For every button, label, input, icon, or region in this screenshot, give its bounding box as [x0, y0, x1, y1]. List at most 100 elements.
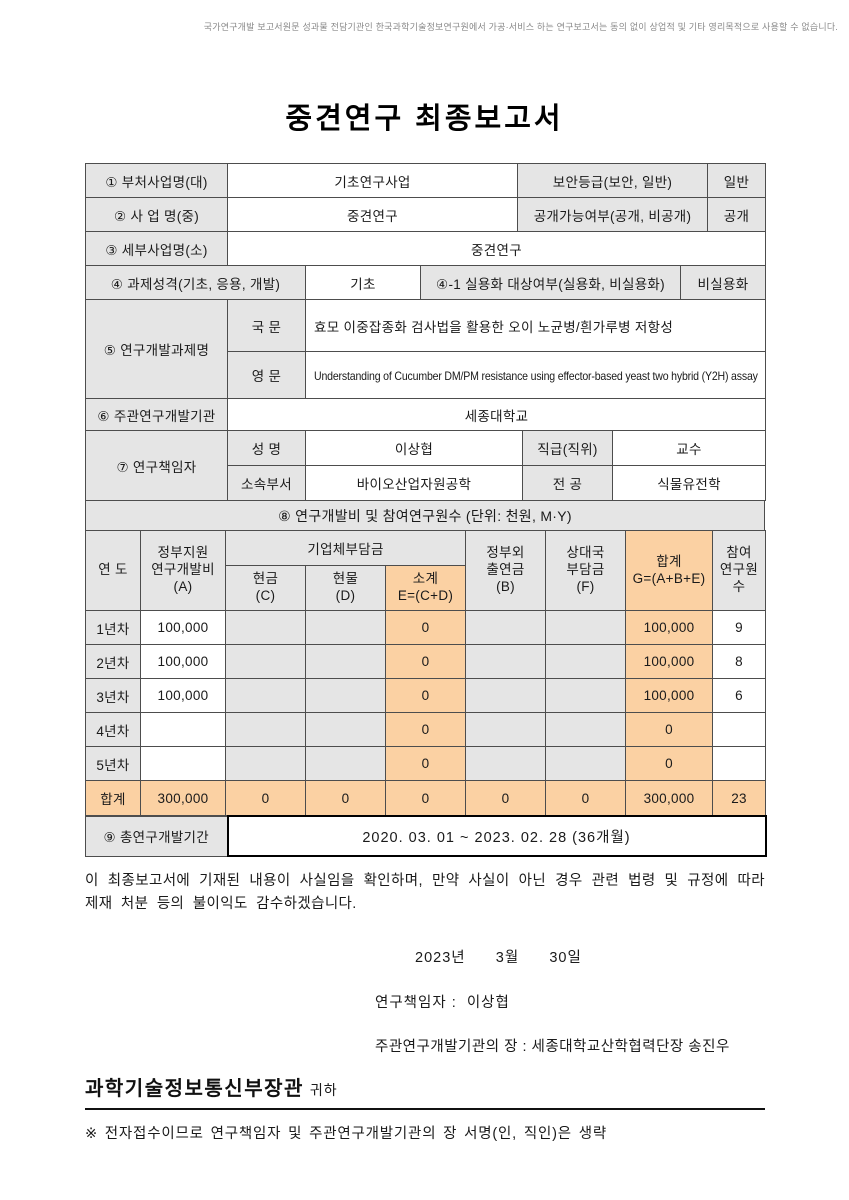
- field-label-pi-rank: 직급(직위): [522, 430, 613, 466]
- budget-year-label: 4년차: [85, 712, 141, 747]
- budget-gov-value: [140, 712, 226, 747]
- budget-row-year5: 5년차 0 0: [85, 746, 767, 781]
- field-value-pi-name: 이상협: [305, 430, 523, 466]
- budget-outside-value: [465, 610, 547, 645]
- recipient-minister: 과학기술정보통신부장관: [85, 1078, 304, 1101]
- budget-outside-value: [465, 678, 547, 713]
- budget-gov-total: 300,000: [140, 780, 226, 816]
- budget-inkind-total: 0: [305, 780, 386, 816]
- budget-members-total: 23: [712, 780, 767, 816]
- info-table-character: ④ 과제성격(기초, 응용, 개발) 기초 ④-1 실용화 대상여부(실용화, …: [85, 265, 766, 300]
- budget-gov-value: 100,000: [140, 610, 226, 645]
- table-row: 영 문 Understanding of Cucumber DM/PM resi…: [86, 351, 766, 399]
- budget-gov-value: 100,000: [140, 678, 226, 713]
- period-table: ⑨ 총연구개발기간 2020. 03. 01 ~ 2023. 02. 28 (3…: [85, 815, 767, 857]
- budget-partner-total: 0: [545, 780, 627, 816]
- table-row: 소속부서 바이오산업자원공학 전 공 식물유전학: [86, 465, 766, 501]
- budget-subtotal-value: 0: [384, 746, 467, 781]
- field-value-pi-rank: 교수: [612, 430, 766, 466]
- signature-pi: 연구책임자 : 이상협: [375, 995, 510, 1012]
- budget-subtotal-value: 0: [384, 644, 467, 679]
- budget-total-value: 100,000: [625, 644, 714, 679]
- budget-header-row: 연 도 정부지원 연구개발비 (A) 기업체부담금 정부외 출연금 (B) 상대…: [85, 530, 767, 611]
- budget-partner-value: [545, 746, 627, 781]
- budget-cash-total: 0: [225, 780, 306, 816]
- field-value-title-korean: 효모 이중잡종화 검사법을 활용한 오이 노균병/흰가루병 저항성: [305, 299, 766, 352]
- budget-outside-value: [465, 712, 547, 747]
- field-label-title-english: 영 문: [227, 351, 306, 399]
- budget-subtotal-value: 0: [384, 712, 467, 747]
- budget-section-header: ⑧ 연구개발비 및 참여연구원수 (단위: 천원, M·Y): [85, 500, 765, 531]
- budget-cash-value: [225, 644, 306, 679]
- budget-header-gov-funds: 정부지원 연구개발비 (A): [140, 530, 226, 611]
- field-value-project-character: 기초: [305, 265, 421, 300]
- field-label-title-korean: 국 문: [227, 299, 306, 352]
- budget-outside-value: [465, 644, 547, 679]
- budget-partner-value: [545, 712, 627, 747]
- budget-subheader-row: 현금 (C) 현물 (D) 소계 E=(C+D): [86, 565, 766, 611]
- budget-partner-value: [545, 610, 627, 645]
- budget-total-value: 100,000: [625, 678, 714, 713]
- field-value-program-name: 중견연구: [227, 197, 518, 232]
- signature-omission-note: ※ 전자접수이므로 연구책임자 및 주관연구개발기관의 장 서명(인, 직인)은…: [85, 1126, 608, 1143]
- budget-header-company-share: 기업체부담금: [224, 530, 467, 566]
- budget-year-label: 5년차: [85, 746, 141, 781]
- field-value-total-period: 2020. 03. 01 ~ 2023. 02. 28 (36개월): [226, 815, 767, 857]
- budget-cash-value: [225, 678, 306, 713]
- table-row: ⑧ 연구개발비 및 참여연구원수 (단위: 천원, M·Y): [85, 500, 765, 531]
- info-table-top: ① 부처사업명(대) 기초연구사업 보안등급(보안, 일반) 일반 ② 사 업 …: [85, 163, 766, 266]
- budget-year-label: 3년차: [85, 678, 141, 713]
- field-label-subprogram: ③ 세부사업명(소): [85, 231, 228, 266]
- budget-partner-value: [545, 644, 627, 679]
- budget-total-value: 0: [625, 746, 714, 781]
- budget-subtotal-value: 0: [384, 678, 467, 713]
- english-title-text: Understanding of Cucumber DM/PM resistan…: [314, 368, 758, 383]
- field-value-commercialization: 비실용화: [680, 265, 766, 300]
- field-label-disclosure: 공개가능여부(공개, 비공개): [517, 197, 708, 232]
- budget-members-value: 6: [712, 678, 767, 713]
- page-title: 중견연구 최종보고서: [285, 103, 564, 135]
- budget-year-label: 2년차: [85, 644, 141, 679]
- field-label-security-level: 보안등급(보안, 일반): [517, 163, 708, 198]
- field-value-pi-department: 바이오산업자원공학: [305, 465, 523, 501]
- info-table-institution: ⑥ 주관연구개발기관 세종대학교: [85, 398, 766, 431]
- recipient-honorific: 귀하: [309, 1082, 338, 1099]
- table-row: ⑨ 총연구개발기간 2020. 03. 01 ~ 2023. 02. 28 (3…: [85, 815, 767, 857]
- table-row: ① 부처사업명(대) 기초연구사업 보안등급(보안, 일반) 일반: [85, 163, 766, 198]
- budget-header-year: 연 도: [85, 530, 141, 611]
- budget-gov-value: 100,000: [140, 644, 226, 679]
- table-row: ③ 세부사업명(소) 중견연구: [85, 231, 766, 266]
- table-row: ④ 과제성격(기초, 응용, 개발) 기초 ④-1 실용화 대상여부(실용화, …: [85, 265, 766, 300]
- field-label-principal-investigator: ⑦ 연구책임자: [85, 430, 228, 501]
- budget-subtotal-total: 0: [384, 780, 467, 816]
- budget-members-value: 9: [712, 610, 767, 645]
- budget-subtotal-value: 0: [384, 610, 467, 645]
- budget-inkind-value: [305, 678, 386, 713]
- budget-total-value: 100,000: [625, 610, 714, 645]
- budget-row-year2: 2년차 100,000 0 100,000 8: [85, 644, 767, 679]
- budget-header-outside-funds: 정부외 출연금 (B): [465, 530, 547, 611]
- field-value-lead-institution: 세종대학교: [227, 398, 766, 431]
- budget-inkind-value: [305, 610, 386, 645]
- field-value-disclosure: 공개: [707, 197, 766, 232]
- budget-inkind-value: [305, 746, 386, 781]
- report-date: 2023년 3월 30일: [415, 950, 582, 967]
- budget-row-year3: 3년차 100,000 0 100,000 6: [85, 678, 767, 713]
- field-value-title-english: Understanding of Cucumber DM/PM resistan…: [305, 351, 766, 399]
- budget-header-members: 참여 연구원수: [712, 530, 767, 611]
- field-value-security-level: 일반: [707, 163, 766, 198]
- budget-gov-value: [140, 746, 226, 781]
- field-label-pi-department: 소속부서: [227, 465, 306, 501]
- field-label-pi-major: 전 공: [522, 465, 613, 501]
- budget-total-row: 합계 300,000 0 0 0 0 0 300,000 23: [85, 780, 767, 816]
- budget-year-label: 1년차: [85, 610, 141, 645]
- info-table-pi: ⑦ 연구책임자 성 명 이상협 직급(직위) 교수 소속부서 바이오산업자원공학…: [85, 430, 766, 501]
- field-value-pi-major: 식물유전학: [612, 465, 766, 501]
- budget-header-total: 합계 G=(A+B+E): [625, 530, 714, 611]
- table-row: ⑤ 연구개발과제명 국 문 효모 이중잡종화 검사법을 활용한 오이 노균병/흰…: [85, 299, 766, 399]
- budget-header-subtotal: 소계 E=(C+D): [384, 565, 467, 611]
- field-label-commercialization: ④-1 실용화 대상여부(실용화, 비실용화): [420, 265, 681, 300]
- copyright-disclaimer: 국가연구개발 보고서원문 성과물 전담기관인 한국과학기술정보연구원에서 가공·…: [203, 22, 838, 32]
- signature-institution-head: 주관연구개발기관의 장 : 세종대학교산학협력단장 송진우: [375, 1039, 730, 1056]
